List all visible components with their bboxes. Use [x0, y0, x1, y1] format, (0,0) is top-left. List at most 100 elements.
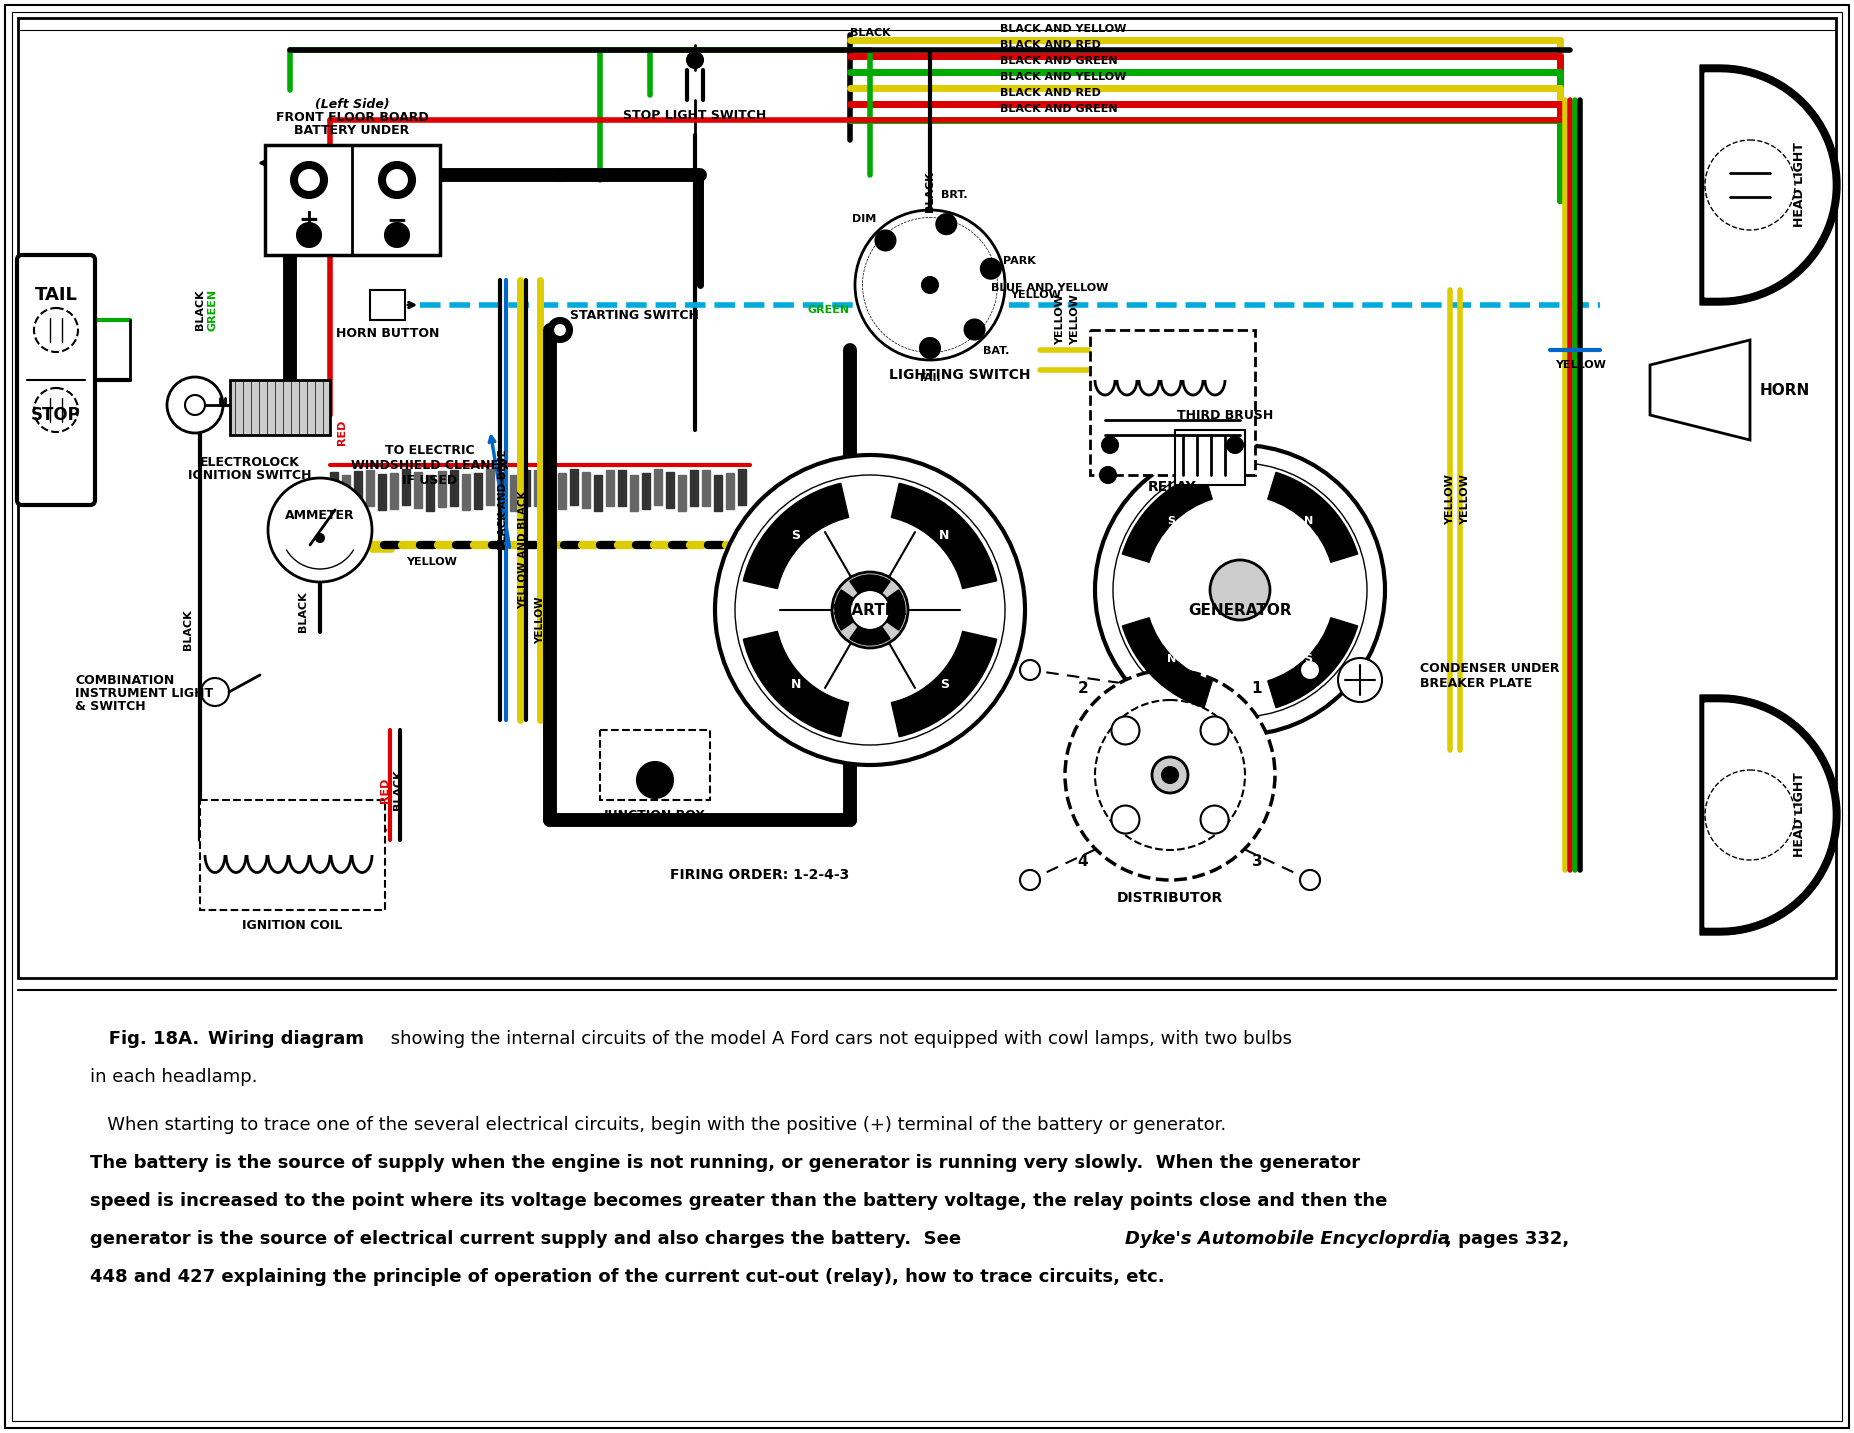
Text: The battery is the source of supply when the engine is not running, or generator: The battery is the source of supply when…: [91, 1154, 1361, 1172]
Text: YELLOW: YELLOW: [1070, 295, 1081, 345]
Text: TO ELECTRIC: TO ELECTRIC: [386, 443, 475, 457]
Text: speed is increased to the point where its voltage becomes greater than the batte: speed is increased to the point where it…: [91, 1192, 1387, 1209]
Text: BLACK: BLACK: [195, 289, 206, 331]
Polygon shape: [1706, 73, 1832, 297]
Wedge shape: [743, 632, 849, 737]
Polygon shape: [389, 473, 399, 509]
Circle shape: [716, 456, 1025, 765]
Polygon shape: [330, 471, 337, 509]
Polygon shape: [365, 470, 375, 506]
Circle shape: [1096, 699, 1246, 850]
Circle shape: [1339, 658, 1381, 702]
Polygon shape: [486, 469, 493, 504]
Text: GENERATOR: GENERATOR: [1188, 602, 1292, 618]
Text: HORN BUTTON: HORN BUTTON: [336, 327, 439, 340]
Text: RED: RED: [337, 420, 347, 446]
Text: BLACK AND RED: BLACK AND RED: [999, 87, 1101, 97]
Text: RED: RED: [380, 777, 389, 802]
Text: 3: 3: [1251, 854, 1263, 870]
Circle shape: [981, 259, 1001, 278]
Circle shape: [688, 52, 703, 67]
Polygon shape: [378, 474, 386, 510]
Text: BAT.: BAT.: [983, 345, 1009, 355]
Text: THIRD BRUSH: THIRD BRUSH: [1177, 408, 1274, 421]
Polygon shape: [641, 473, 651, 509]
Circle shape: [936, 214, 957, 234]
Text: YELLOW: YELLOW: [1010, 289, 1060, 299]
Wedge shape: [1268, 618, 1357, 708]
Text: in each headlamp.: in each headlamp.: [91, 1068, 258, 1086]
Text: BLACK AND YELLOW: BLACK AND YELLOW: [999, 24, 1127, 34]
Polygon shape: [545, 474, 554, 510]
Text: +: +: [298, 208, 319, 232]
Polygon shape: [499, 473, 506, 509]
Polygon shape: [534, 470, 541, 506]
Wedge shape: [849, 575, 890, 593]
Circle shape: [552, 322, 567, 337]
Polygon shape: [690, 470, 697, 506]
Wedge shape: [743, 483, 849, 589]
Polygon shape: [462, 474, 471, 510]
Circle shape: [921, 277, 938, 292]
Polygon shape: [558, 473, 565, 509]
Bar: [200, 800, 386, 910]
Circle shape: [1201, 805, 1229, 834]
Circle shape: [1706, 140, 1795, 231]
Circle shape: [549, 318, 573, 342]
Text: S: S: [1168, 516, 1175, 526]
Circle shape: [185, 396, 206, 416]
Circle shape: [849, 590, 890, 631]
Polygon shape: [630, 474, 638, 510]
Text: BLACK: BLACK: [393, 770, 402, 810]
Circle shape: [1211, 560, 1270, 620]
Polygon shape: [510, 474, 517, 512]
Circle shape: [964, 320, 984, 340]
Text: GREEN: GREEN: [208, 289, 219, 331]
Polygon shape: [354, 470, 362, 507]
Text: BLACK: BLACK: [925, 172, 934, 212]
Polygon shape: [402, 469, 410, 504]
Bar: [19, 19, 1835, 977]
Text: COMBINATION: COMBINATION: [74, 674, 174, 686]
Text: LIGHTING SWITCH: LIGHTING SWITCH: [890, 368, 1031, 383]
Text: TAI.: TAI.: [918, 373, 942, 383]
Text: HEAD LIGHT: HEAD LIGHT: [1793, 772, 1806, 857]
Polygon shape: [703, 470, 710, 506]
Text: 2: 2: [1077, 681, 1088, 695]
Circle shape: [1300, 870, 1320, 890]
Polygon shape: [1700, 695, 1839, 934]
Bar: [265, 145, 439, 255]
Text: Wiring diagram: Wiring diagram: [208, 1030, 363, 1048]
Text: IGNITION SWITCH: IGNITION SWITCH: [189, 469, 311, 481]
Circle shape: [638, 762, 673, 798]
Polygon shape: [738, 469, 745, 504]
Polygon shape: [1706, 704, 1832, 927]
Circle shape: [1162, 767, 1177, 782]
Polygon shape: [679, 474, 686, 510]
Text: FRONT FLOOR BOARD: FRONT FLOOR BOARD: [276, 110, 428, 123]
Text: STOP LIGHT SWITCH: STOP LIGHT SWITCH: [623, 109, 766, 122]
Polygon shape: [1700, 64, 1839, 305]
Circle shape: [862, 218, 997, 353]
Text: HEAD LIGHT: HEAD LIGHT: [1793, 142, 1806, 228]
Wedge shape: [892, 483, 997, 589]
Text: 4: 4: [1077, 854, 1088, 870]
Text: BLACK AND GREEN: BLACK AND GREEN: [999, 105, 1118, 115]
Text: N: N: [790, 678, 801, 691]
Circle shape: [386, 224, 410, 246]
Polygon shape: [569, 469, 578, 504]
Circle shape: [1101, 437, 1118, 453]
Circle shape: [920, 338, 940, 358]
Circle shape: [386, 168, 410, 192]
Circle shape: [297, 168, 321, 192]
Circle shape: [33, 308, 78, 353]
Text: YELLOW: YELLOW: [1459, 474, 1470, 526]
Text: N: N: [940, 529, 949, 542]
Text: When starting to trace one of the several electrical circuits, begin with the po: When starting to trace one of the severa…: [91, 1116, 1225, 1134]
Polygon shape: [523, 470, 530, 506]
Circle shape: [1706, 770, 1795, 860]
Circle shape: [291, 162, 326, 198]
Text: IGNITION COIL: IGNITION COIL: [241, 919, 343, 931]
Text: BLACK AND RED: BLACK AND RED: [999, 40, 1101, 50]
Wedge shape: [1122, 618, 1213, 708]
